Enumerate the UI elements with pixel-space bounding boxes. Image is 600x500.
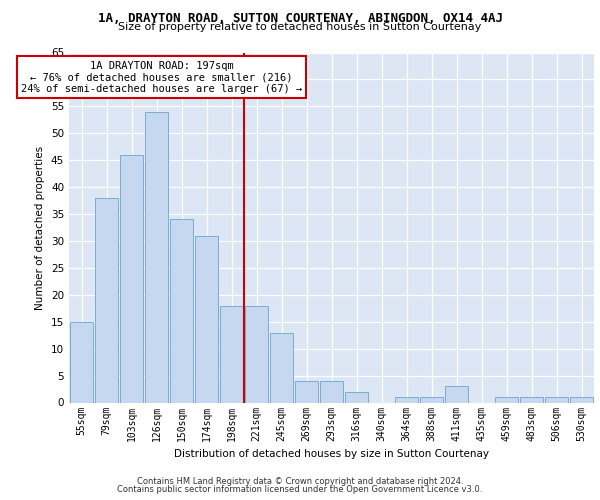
Bar [570, 397, 593, 402]
Bar [245, 306, 268, 402]
X-axis label: Distribution of detached houses by size in Sutton Courtenay: Distribution of detached houses by size … [174, 449, 489, 459]
Bar [545, 397, 568, 402]
Bar [520, 397, 543, 402]
Bar [320, 381, 343, 402]
Bar [395, 397, 418, 402]
Text: 1A DRAYTON ROAD: 197sqm
← 76% of detached houses are smaller (216)
24% of semi-d: 1A DRAYTON ROAD: 197sqm ← 76% of detache… [21, 60, 302, 94]
Text: Contains HM Land Registry data © Crown copyright and database right 2024.: Contains HM Land Registry data © Crown c… [137, 477, 463, 486]
Bar [270, 332, 293, 402]
Bar [145, 112, 168, 403]
Bar [495, 397, 518, 402]
Bar [420, 397, 443, 402]
Bar [95, 198, 118, 402]
Bar [70, 322, 93, 402]
Text: Contains public sector information licensed under the Open Government Licence v3: Contains public sector information licen… [118, 484, 482, 494]
Y-axis label: Number of detached properties: Number of detached properties [35, 146, 46, 310]
Bar [120, 155, 143, 402]
Bar [170, 220, 193, 402]
Bar [220, 306, 243, 402]
Bar [445, 386, 468, 402]
Text: Size of property relative to detached houses in Sutton Courtenay: Size of property relative to detached ho… [118, 22, 482, 32]
Bar [345, 392, 368, 402]
Bar [195, 236, 218, 402]
Text: 1A, DRAYTON ROAD, SUTTON COURTENAY, ABINGDON, OX14 4AJ: 1A, DRAYTON ROAD, SUTTON COURTENAY, ABIN… [97, 12, 503, 24]
Bar [295, 381, 318, 402]
